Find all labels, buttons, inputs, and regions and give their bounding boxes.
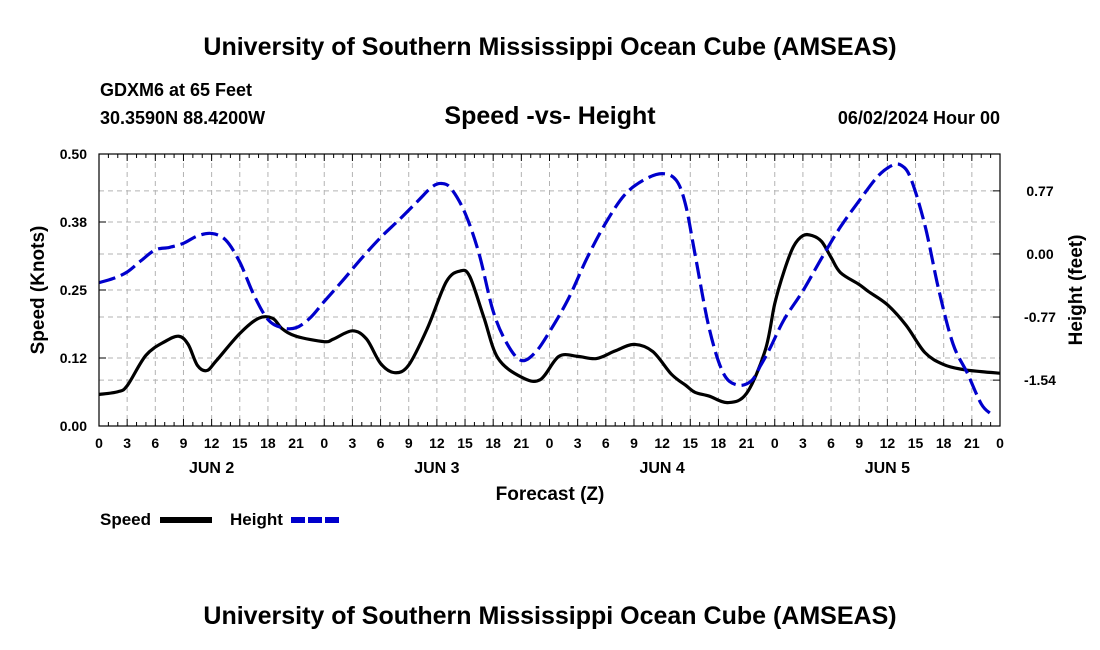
series-line-height xyxy=(98,162,992,415)
date-label: 06/02/2024 Hour 00 xyxy=(838,108,1000,128)
y-right-tick-label: -1.54 xyxy=(1024,372,1056,388)
series-line-speed xyxy=(98,232,1001,405)
x-tick-label: 18 xyxy=(936,435,952,451)
x-tick-label: 0 xyxy=(95,435,103,451)
x-tick-label: 12 xyxy=(204,435,220,451)
day-label: JUN 4 xyxy=(639,460,684,477)
y-axis-label-right: Height (feet) xyxy=(1066,235,1087,346)
y-tick-label: 0.25 xyxy=(60,282,87,298)
x-tick-label: 3 xyxy=(349,435,357,451)
y-right-tick-label: -0.77 xyxy=(1024,309,1056,325)
x-tick-label: 0 xyxy=(996,435,1004,451)
x-tick-label: 18 xyxy=(260,435,276,451)
x-tick-label: 9 xyxy=(630,435,638,451)
x-tick-label: 6 xyxy=(151,435,159,451)
x-axis-label: Forecast (Z) xyxy=(496,484,605,505)
x-tick-label: 21 xyxy=(288,435,304,451)
day-label: JUN 5 xyxy=(865,460,910,477)
x-tick-label: 0 xyxy=(320,435,328,451)
plot-area: 0 3 6 9 12 15 18 21 0 3 6 9 12 15 18 21 0 3 6 9 12 15 18 21 0 3 6 9… xyxy=(60,146,1056,477)
x-tick-label: 21 xyxy=(514,435,530,451)
x-tick-label: 15 xyxy=(682,435,698,451)
y-tick-label: 0.38 xyxy=(60,214,87,230)
x-tick-label: 18 xyxy=(711,435,727,451)
plot-frame xyxy=(98,153,1001,427)
legend-height-label: Height xyxy=(230,510,283,529)
x-tick-label: 21 xyxy=(964,435,980,451)
x-tick-label: 3 xyxy=(574,435,582,451)
x-tick-label: 0 xyxy=(546,435,554,451)
y-right-tick-label: 0.77 xyxy=(1026,183,1053,199)
chart-title: University of Southern Mississippi Ocean… xyxy=(203,33,896,61)
x-tick-label: 18 xyxy=(485,435,501,451)
axes: 0 3 6 9 12 15 18 21 0 3 6 9 12 15 18 21 0 3 6 9 12 15 18 21 0 3 6 9… xyxy=(60,146,1056,477)
grid-lines xyxy=(99,154,1000,426)
x-tick-label: 3 xyxy=(123,435,131,451)
legend-speed-label: Speed xyxy=(100,510,151,529)
coords-label: 30.3590N 88.4200W xyxy=(100,108,265,128)
x-tick-label: 6 xyxy=(377,435,385,451)
x-tick-label: 12 xyxy=(654,435,670,451)
x-tick-label: 15 xyxy=(232,435,248,451)
day-label: JUN 3 xyxy=(414,460,459,477)
y-axis-label-left: Speed (Knots) xyxy=(28,226,49,355)
x-tick-label: 6 xyxy=(827,435,835,451)
x-tick-label: 6 xyxy=(602,435,610,451)
x-tick-label: 12 xyxy=(880,435,896,451)
y-tick-label: 0.50 xyxy=(60,146,87,162)
chart-subtitle: Speed -vs- Height xyxy=(444,102,656,130)
footer-title: University of Southern Mississippi Ocean… xyxy=(203,602,896,630)
y-tick-label: 0.00 xyxy=(60,418,87,434)
x-tick-label: 9 xyxy=(855,435,863,451)
day-label: JUN 2 xyxy=(189,460,234,477)
x-tick-label: 3 xyxy=(799,435,807,451)
series-lines xyxy=(98,162,1001,415)
x-tick-label: 9 xyxy=(180,435,188,451)
x-tick-label: 15 xyxy=(908,435,924,451)
x-tick-label: 15 xyxy=(457,435,473,451)
x-tick-label: 0 xyxy=(771,435,779,451)
x-tick-label: 12 xyxy=(429,435,445,451)
x-tick-label: 21 xyxy=(739,435,755,451)
x-tick-label: 9 xyxy=(405,435,413,451)
y-tick-label: 0.12 xyxy=(60,350,87,366)
y-right-tick-label: 0.00 xyxy=(1026,246,1053,262)
station-label: GDXM6 at 65 Feet xyxy=(100,80,252,100)
legend: Speed Height xyxy=(100,510,342,529)
